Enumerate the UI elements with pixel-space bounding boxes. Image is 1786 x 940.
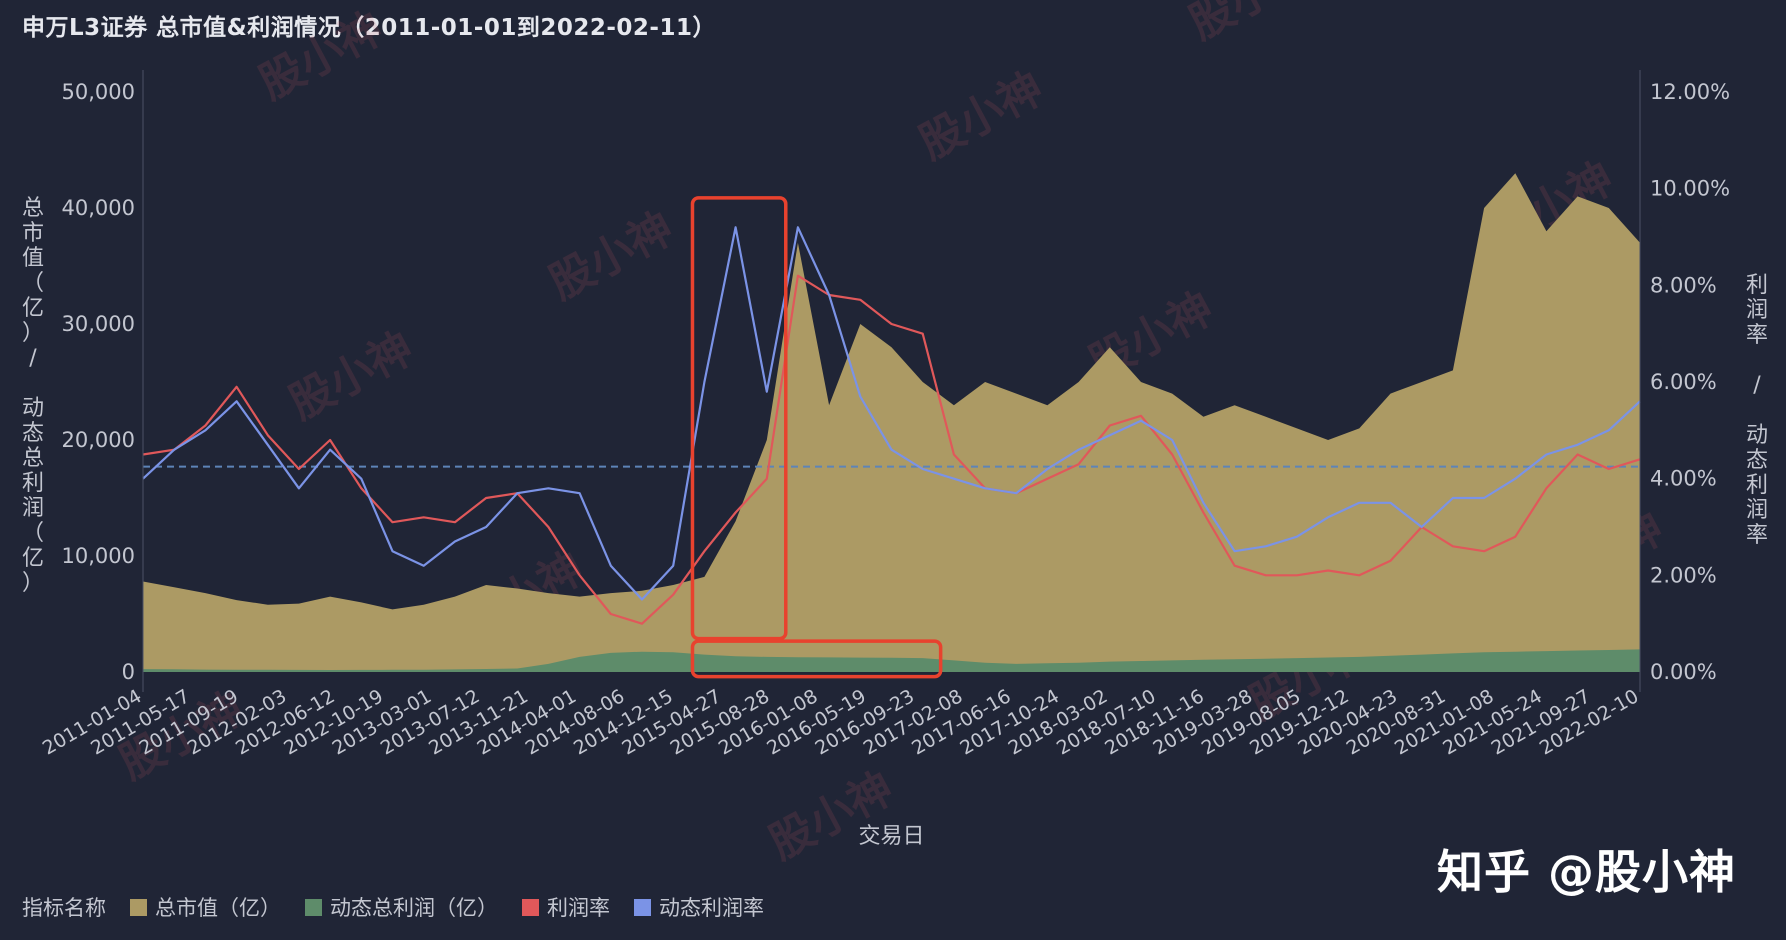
y-left-tick-label: 20,000: [62, 428, 135, 452]
y-right-axis-title: 率: [1746, 523, 1768, 548]
series-area: [143, 649, 1640, 672]
bg-watermark: 股小神: [911, 63, 1051, 170]
bg-watermark: 股小神: [761, 763, 901, 870]
bg-watermark: 股小神: [541, 203, 681, 310]
chart-title: 申万L3证券 总市值&利润情况（2011-01-01到2022-02-11）: [22, 15, 716, 41]
y-left-axis-title: （: [22, 271, 44, 296]
y-right-axis-title: 利: [1746, 473, 1768, 498]
legend-item[interactable]: 动态总利润（亿）: [305, 892, 498, 922]
y-left-tick-label: 0: [122, 660, 135, 684]
legend-item-label: 动态总利润（亿）: [330, 896, 498, 920]
y-right-axis-title: 润: [1746, 298, 1768, 323]
legend-item-label: 总市值（亿）: [155, 896, 281, 920]
y-right-tick-label: 8.00%: [1650, 273, 1717, 297]
highlight-layer: [690, 196, 943, 679]
y-left-tick-label: 30,000: [62, 312, 135, 336]
y-left-axis-title: 总: [22, 196, 44, 221]
y-right-axis-title: 利: [1746, 273, 1768, 298]
bg-watermark: 股小神: [1181, 0, 1321, 50]
x-axis-title: 交易日: [858, 824, 924, 849]
y-left-axis-title: 态: [22, 421, 44, 446]
legend-item-label: 利润率: [547, 896, 610, 920]
y-right-axis-title: 动: [1746, 423, 1768, 448]
legend-swatch: [130, 898, 147, 916]
y-right-tick-label: 12.00%: [1650, 80, 1730, 104]
series-line: [142, 274, 1641, 625]
y-left-axis-title: 总: [22, 446, 44, 471]
y-right-axis-title: /: [1753, 373, 1761, 398]
legend-swatch: [305, 898, 322, 916]
y-left-axis-title: 润: [22, 496, 44, 521]
y-left-tick-label: 10,000: [62, 544, 135, 568]
y-left-tick-label: 40,000: [62, 196, 135, 220]
legend-label: 指标名称: [22, 896, 106, 920]
highlight-box-profit: [690, 639, 943, 679]
bg-watermark: 股小神: [281, 323, 421, 430]
bg-watermark: 股小神: [251, 3, 391, 110]
y-right-tick-label: 0.00%: [1650, 660, 1717, 684]
area-layer: [143, 173, 1640, 672]
legend: 指标名称 总市值（亿） 动态总利润（亿） 利润率 动态利润率: [22, 893, 764, 921]
y-right-axis-title: 率: [1746, 323, 1768, 348]
y-right-axis-title: 态: [1746, 448, 1768, 473]
legend-item[interactable]: 总市值（亿）: [130, 892, 281, 922]
y-left-tick-label: 50,000: [62, 80, 135, 104]
y-left-axis-title: （: [22, 521, 44, 546]
highlight-box-rate: [690, 196, 788, 641]
series-line: [142, 226, 1641, 601]
legend-item[interactable]: 利润率: [522, 892, 610, 922]
y-left-axis-title: 动: [22, 396, 44, 421]
zhihu-watermark: 知乎 @股小神: [1436, 845, 1736, 899]
y-left-axis-title: 值: [22, 246, 44, 271]
y-left-axis-title: ）: [22, 571, 44, 596]
y-left-axis-title: /: [29, 346, 37, 371]
y-right-tick-label: 4.00%: [1650, 467, 1717, 491]
series-area: [143, 173, 1640, 672]
line-layer: [142, 226, 1641, 625]
y-right-tick-label: 6.00%: [1650, 370, 1717, 394]
y-left-axis-title: ）: [22, 321, 44, 346]
y-left-axis-title: 亿: [22, 296, 44, 321]
y-right-axis-title: 润: [1746, 498, 1768, 523]
y-right-tick-label: 2.00%: [1650, 563, 1717, 587]
chart-canvas: 股小神股小神股小神股小神股小神股小神股小神股小神股小神股小神股小神股小神股小神 …: [22, 0, 1768, 870]
legend-item[interactable]: 动态利润率: [634, 892, 764, 922]
legend-items: 总市值（亿） 动态总利润（亿） 利润率 动态利润率: [106, 892, 764, 922]
y-right-tick-label: 10.00%: [1650, 177, 1730, 201]
legend-swatch: [634, 898, 651, 916]
y-left-axis-title: 亿: [22, 546, 44, 571]
y-left-axis-title: 利: [22, 471, 44, 496]
legend-item-label: 动态利润率: [659, 896, 764, 920]
legend-swatch: [522, 898, 539, 916]
y-left-axis-title: 市: [22, 221, 44, 246]
